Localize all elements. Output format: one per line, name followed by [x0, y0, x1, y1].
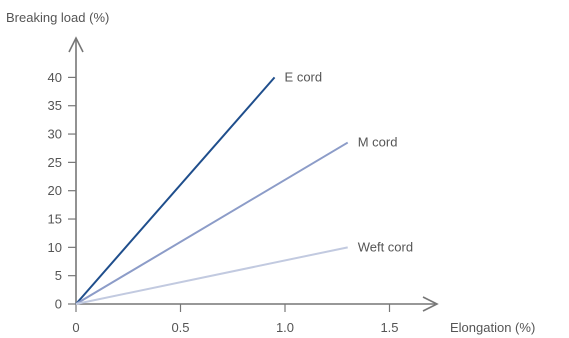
x-tick-label: 0	[72, 320, 79, 335]
y-tick-label: 10	[48, 240, 62, 255]
series-line-e-cord	[75, 76, 276, 305]
x-tick-label: 1.5	[380, 320, 398, 335]
y-tick-label: 5	[55, 268, 62, 283]
x-axis-arrow	[422, 296, 439, 312]
series-label: E cord	[285, 69, 323, 84]
y-tick-label: 15	[48, 212, 62, 227]
y-ticks: 0 5 10 15 20 25 30 35 40	[48, 70, 76, 312]
x-axis-label: Elongation (%)	[450, 320, 535, 335]
series-label: M cord	[358, 135, 398, 150]
y-axis-label: Breaking load (%)	[6, 10, 109, 25]
y-tick-label: 0	[55, 297, 62, 312]
y-tick-label: 25	[48, 155, 62, 170]
y-tick-label: 20	[48, 183, 62, 198]
series-label: Weft cord	[358, 239, 413, 254]
y-tick-label: 35	[48, 98, 62, 113]
series-line-m-cord	[75, 141, 349, 305]
series-lines: E cord M cord Weft cord	[75, 69, 413, 305]
series-line-weft-cord	[75, 246, 348, 305]
x-ticks: 0 0.5 1.0 1.5	[72, 304, 399, 335]
y-tick-label: 30	[48, 127, 62, 142]
x-tick-label: 1.0	[276, 320, 294, 335]
y-tick-label: 40	[48, 70, 62, 85]
x-tick-label: 0.5	[171, 320, 189, 335]
y-axis-arrow	[68, 36, 84, 53]
axes	[68, 36, 439, 312]
